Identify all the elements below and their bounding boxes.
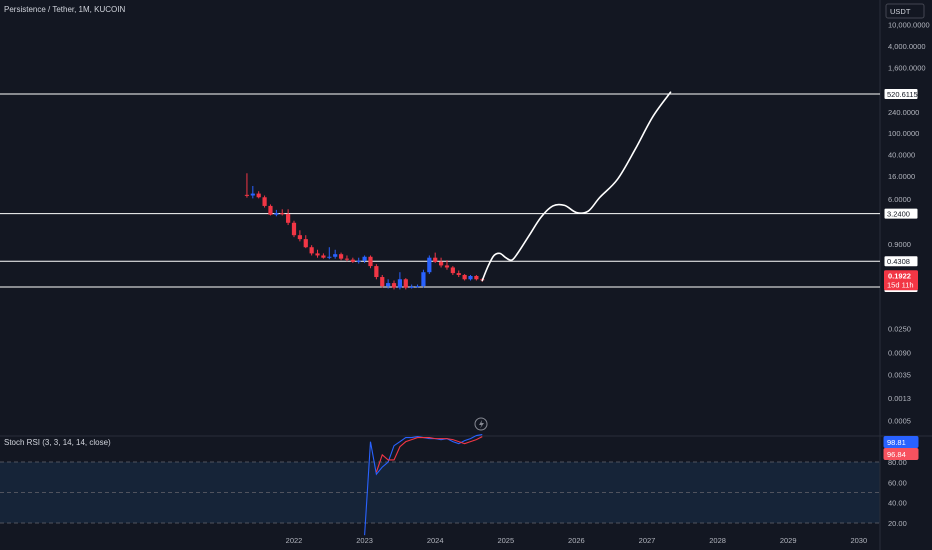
level-price-tag[interactable]: 0.4308 — [883, 255, 919, 268]
horizontal-levels — [0, 93, 880, 288]
time-axis-label[interactable]: 2028 — [709, 536, 726, 545]
price-axis-label[interactable]: 100.0000 — [888, 129, 919, 138]
candle — [309, 245, 314, 256]
candle — [250, 185, 255, 199]
price-axis-label[interactable]: 0.9000 — [888, 240, 911, 249]
candle — [397, 272, 402, 290]
candle — [433, 252, 438, 263]
price-axis-label[interactable]: 10,000.0000 — [888, 20, 930, 29]
stoch-rsi-d-value-tag[interactable]: 96.84 — [883, 448, 919, 460]
stoch-rsi-axis-label[interactable]: 20.00 — [888, 519, 907, 528]
candle — [415, 284, 420, 288]
svg-text:0.4308: 0.4308 — [887, 257, 910, 266]
candle — [338, 252, 344, 261]
candle — [427, 255, 432, 275]
time-axis-label[interactable]: 2022 — [286, 536, 303, 545]
price-axis-label[interactable]: 0.0250 — [888, 324, 911, 333]
symbol-title[interactable]: Persistence / Tether, 1M, KUCOIN — [4, 5, 125, 14]
svg-text:98.81: 98.81 — [887, 438, 906, 447]
candle — [303, 235, 308, 249]
lightning-icon[interactable] — [474, 417, 488, 431]
candle — [403, 278, 408, 290]
level-price-tag[interactable]: 3.2400 — [883, 207, 919, 220]
candle — [474, 274, 479, 281]
price-axis-label[interactable]: 0.0090 — [888, 348, 911, 357]
stoch-rsi-axis-label[interactable]: 40.00 — [888, 499, 907, 508]
stoch-rsi-axis-label[interactable]: 60.00 — [888, 478, 907, 487]
svg-text:96.84: 96.84 — [887, 450, 906, 459]
currency-button[interactable]: USDT — [885, 3, 925, 19]
projection-drawing — [481, 91, 672, 282]
price-axis-label[interactable]: 0.0035 — [888, 371, 911, 380]
last-price-countdown: 15d 11h — [887, 281, 914, 290]
time-axis-label[interactable]: 2029 — [780, 536, 797, 545]
candle — [291, 220, 297, 238]
price-axis-label[interactable]: 0.0005 — [888, 416, 911, 425]
candle — [286, 209, 291, 226]
candle — [421, 269, 426, 288]
candle — [274, 209, 279, 217]
candle — [344, 255, 350, 262]
candle — [356, 257, 361, 264]
price-axis-label[interactable]: 0.0013 — [888, 394, 911, 403]
candle — [321, 253, 326, 259]
candle — [327, 247, 332, 260]
candles — [244, 173, 485, 290]
candle — [368, 255, 373, 269]
stoch-rsi-d-line[interactable] — [375, 436, 483, 473]
candle — [297, 230, 302, 242]
candle — [450, 266, 455, 275]
candle — [315, 249, 320, 258]
time-axis-label[interactable]: 2026 — [568, 536, 585, 545]
candle — [333, 249, 338, 259]
time-axis-label[interactable]: 2030 — [850, 536, 867, 545]
stoch-rsi-axis-label[interactable]: 80.00 — [888, 458, 907, 467]
time-axis: 2022 2023 2024 2025 2026 2027 2028 2029 2030 — [286, 536, 867, 545]
svg-text:3.2400: 3.2400 — [887, 209, 910, 218]
price-axis-label[interactable]: 16.0000 — [888, 172, 915, 181]
candle — [386, 279, 391, 289]
time-axis-label[interactable]: 2023 — [356, 536, 373, 545]
time-axis-label[interactable]: 2024 — [427, 536, 444, 545]
candle — [244, 173, 250, 198]
stoch-rsi-k-value-tag[interactable]: 98.81 — [883, 436, 919, 448]
price-axis: 10,000.0000 4,000.0000 1,600.0000 240.0000 1… — [888, 20, 930, 528]
candle — [468, 274, 473, 281]
stoch-rsi-band — [0, 462, 880, 523]
svg-text:520.6115: 520.6115 — [887, 90, 918, 99]
price-axis-label[interactable]: 1,600.0000 — [888, 64, 926, 73]
candle — [256, 191, 261, 199]
candle — [350, 257, 355, 263]
price-axis-label[interactable]: 6.0000 — [888, 195, 911, 204]
projection-curve[interactable] — [481, 91, 672, 282]
candle — [438, 257, 444, 268]
candle — [262, 195, 267, 208]
candle — [374, 264, 379, 280]
level-price-tag[interactable]: 520.6115 — [883, 88, 919, 100]
candle — [380, 274, 385, 288]
price-axis-label[interactable]: 40.0000 — [888, 150, 915, 159]
stoch-rsi-title[interactable]: Stoch RSI (3, 3, 14, 14, close) — [4, 438, 111, 447]
stoch-rsi-lines — [364, 434, 483, 536]
time-axis-label[interactable]: 2025 — [497, 536, 514, 545]
currency-label: USDT — [890, 7, 911, 16]
candle — [462, 274, 467, 281]
price-axis-label[interactable]: 240.0000 — [888, 108, 919, 117]
candle — [444, 260, 450, 270]
candle — [409, 284, 414, 289]
candle — [268, 204, 273, 216]
candle — [280, 209, 285, 216]
last-price-value: 0.1922 — [888, 272, 911, 281]
candle — [456, 270, 461, 278]
price-axis-label[interactable]: 4,000.0000 — [888, 42, 926, 51]
candle — [362, 255, 367, 263]
time-axis-label[interactable]: 2027 — [639, 536, 656, 545]
candle — [391, 280, 397, 290]
